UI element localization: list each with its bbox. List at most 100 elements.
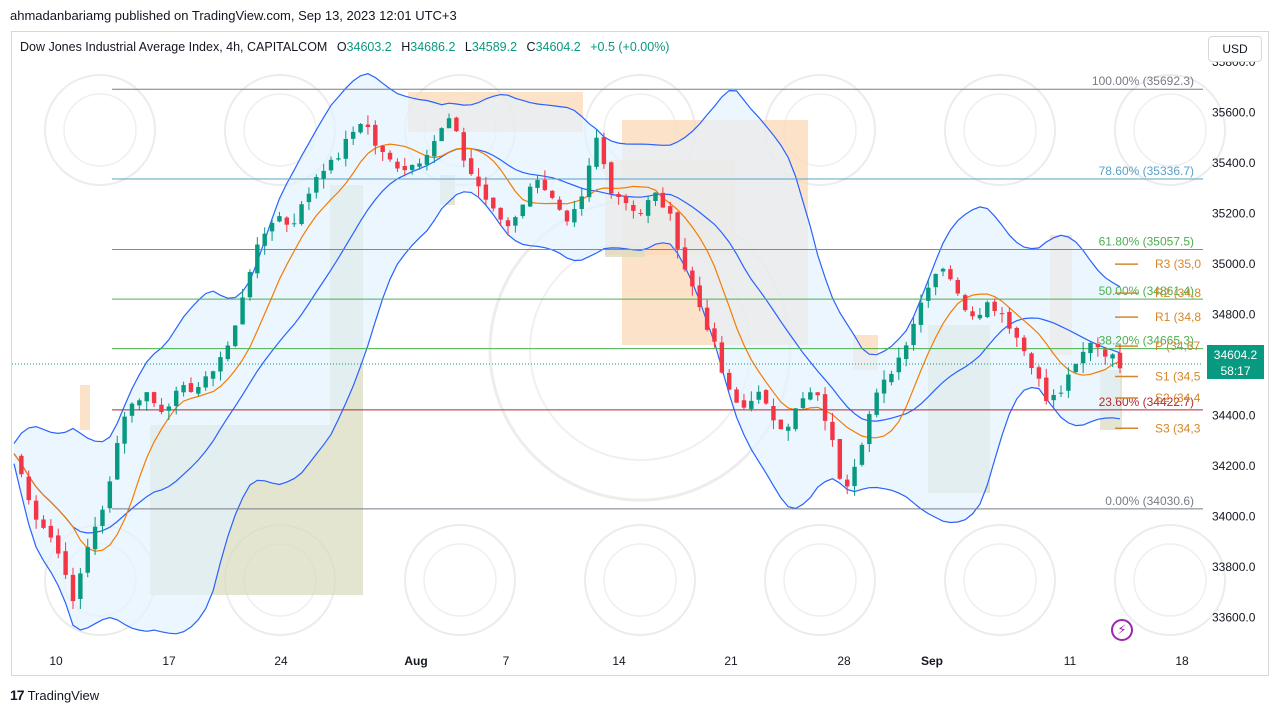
candle-body <box>33 500 39 520</box>
candle-body <box>203 376 208 388</box>
candle-body <box>734 389 739 403</box>
watermark-ring-icon <box>783 543 857 617</box>
candle-body <box>380 146 385 152</box>
candle-body <box>852 466 857 487</box>
candle-body <box>992 301 997 312</box>
candle-body <box>129 403 135 416</box>
candle-body <box>579 196 584 209</box>
high-label: H <box>401 40 411 54</box>
footer-brand[interactable]: 17 TradingView <box>10 687 99 703</box>
candle-body <box>609 162 614 194</box>
candle-body <box>491 197 496 209</box>
price-tick-label: 34800.0 <box>1212 308 1256 322</box>
candle-body <box>999 313 1005 315</box>
candle-body <box>962 295 968 311</box>
zone-rect <box>80 385 90 430</box>
price-axis: 35800.035600.035400.035200.035000.034800… <box>1212 55 1256 625</box>
candle-body <box>763 390 769 404</box>
candle-body <box>660 192 666 208</box>
candle-body <box>1051 395 1056 401</box>
candle-body <box>815 392 820 396</box>
price-tick-label: 34000.0 <box>1212 510 1256 524</box>
time-tick-label: 17 <box>162 654 176 668</box>
time-tick-label: 11 <box>1064 654 1077 668</box>
candle-body <box>70 574 76 602</box>
pivot-label: S1 (34,5 <box>1155 369 1201 383</box>
candle-body <box>1103 349 1108 357</box>
candle-body <box>269 222 275 232</box>
candle-body <box>365 124 371 128</box>
candle-body <box>1110 354 1115 359</box>
candle-body <box>174 390 179 406</box>
low-label: L <box>464 40 472 54</box>
time-tick-label: 24 <box>274 654 288 668</box>
candle-body <box>48 525 54 538</box>
watermark-seal-icon <box>1114 74 1226 186</box>
candle-body <box>328 159 334 171</box>
high-value: 34686.2 <box>410 40 456 54</box>
candle-body <box>461 132 466 161</box>
open-label: O <box>336 40 347 54</box>
candle-body <box>542 179 548 191</box>
candle-body <box>867 414 872 444</box>
candle-body <box>417 163 422 167</box>
candle-body <box>911 323 916 346</box>
candle-body <box>800 398 806 408</box>
fib-label: 50.00% (34861.4) <box>1099 284 1194 298</box>
watermark-ring-icon <box>1133 93 1207 167</box>
symbol-name: Dow Jones Industrial Average Index, 4h, … <box>20 40 328 54</box>
candle-body <box>520 204 525 217</box>
bollinger-basis-line <box>13 147 1121 534</box>
candle-body <box>616 194 621 197</box>
candle-body <box>940 268 946 272</box>
candle-body <box>122 416 127 444</box>
candle-body <box>188 383 194 392</box>
bollinger-lower-line <box>13 191 1121 635</box>
bollinger-bands <box>13 73 1121 635</box>
candle-body <box>476 176 481 187</box>
footer-brand-label: TradingView <box>27 687 100 703</box>
candle-body <box>78 573 83 599</box>
candle-body <box>1117 352 1123 369</box>
candle-body <box>454 117 459 132</box>
close-label: C <box>526 40 536 54</box>
candle-body <box>1073 363 1078 373</box>
candle-body <box>844 479 850 487</box>
candle-body <box>1007 311 1012 329</box>
candle-body <box>594 137 599 167</box>
candle-body <box>601 137 607 165</box>
candle-body <box>896 357 902 373</box>
candle-body <box>306 193 312 203</box>
change-value: +0.5 (+0.00%) <box>590 40 670 54</box>
candle-body <box>881 379 887 394</box>
candle-body <box>977 314 983 319</box>
candle-body <box>299 204 304 225</box>
time-tick-label: Sep <box>921 654 943 668</box>
time-tick-label: 14 <box>612 654 626 668</box>
candle-body <box>424 155 430 165</box>
time-tick-label: 10 <box>49 654 63 668</box>
watermark-seal-icon <box>764 524 876 636</box>
candle-body <box>572 209 577 223</box>
fib-label: 0.00% (34030.6) <box>1105 494 1194 508</box>
candle-body <box>262 233 267 246</box>
candle-body <box>741 400 747 408</box>
candle-body <box>675 212 680 249</box>
candle-body <box>1036 367 1042 379</box>
candle-body <box>712 328 717 342</box>
pivot-label: P (34,67 <box>1155 339 1200 353</box>
candle-body <box>1044 377 1049 401</box>
bar-countdown: 58:17 <box>1220 364 1251 378</box>
candle-body <box>727 372 732 390</box>
candle-body <box>985 302 990 318</box>
price-tick-label: 33800.0 <box>1212 560 1256 574</box>
flash-icon[interactable]: ⚡ <box>1111 619 1133 641</box>
candle-body <box>749 400 754 409</box>
fibonacci-retracement: 100.00% (35692.3) 78.60% (35336.7) 61.80% … <box>12 74 1203 510</box>
candle-body <box>439 128 444 142</box>
candle-body <box>830 421 835 441</box>
currency-button[interactable]: USD <box>1208 36 1262 62</box>
candle-body <box>756 391 761 400</box>
watermark-ring-icon <box>963 543 1037 617</box>
